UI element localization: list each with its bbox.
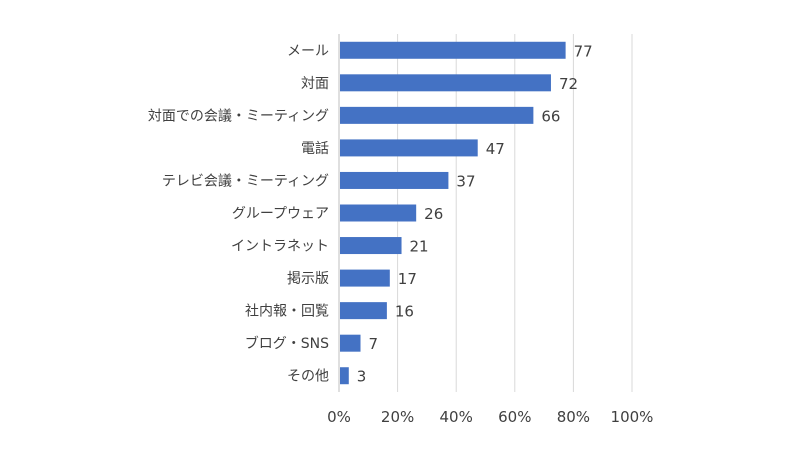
data-label: 3 [357,368,367,386]
category-label: ブログ・SNS [245,335,329,352]
x-tick-label: 0% [327,408,351,426]
bar [340,41,566,59]
bar [340,237,402,255]
bar [340,334,361,352]
bar [340,106,534,124]
bar [340,302,387,320]
data-label: 72 [559,75,578,93]
bar [340,269,390,287]
bar [340,171,449,189]
bar [340,204,417,222]
category-label: 対面での会議・ミーティング [148,107,329,124]
category-label: 対面 [301,76,329,92]
data-label: 16 [395,303,414,321]
data-label: 21 [410,238,429,256]
data-label: 37 [456,172,475,190]
bar [340,74,551,92]
category-label: 掲示版 [287,271,329,287]
data-label: 7 [369,335,379,353]
category-label: 社内報・回覧 [245,303,329,320]
category-label: グループウェア [232,206,329,222]
x-tick-label: 100% [611,408,654,426]
category-label: イントラネット [231,239,329,255]
data-label: 77 [574,42,593,60]
x-tick-label: 20% [381,408,414,426]
bar [340,139,478,157]
category-label: 電話 [301,140,329,157]
data-label: 66 [541,107,560,125]
category-label: テレビ会議・ミーティング [162,172,329,189]
data-label: 17 [398,270,417,288]
bar [340,367,349,385]
x-tick-label: 80% [557,408,590,426]
category-label: その他 [287,369,329,385]
x-tick-label: 60% [498,408,531,426]
data-label: 26 [424,205,443,223]
category-label: メール [287,43,329,59]
x-tick-label: 40% [440,408,473,426]
data-label: 47 [486,140,505,158]
